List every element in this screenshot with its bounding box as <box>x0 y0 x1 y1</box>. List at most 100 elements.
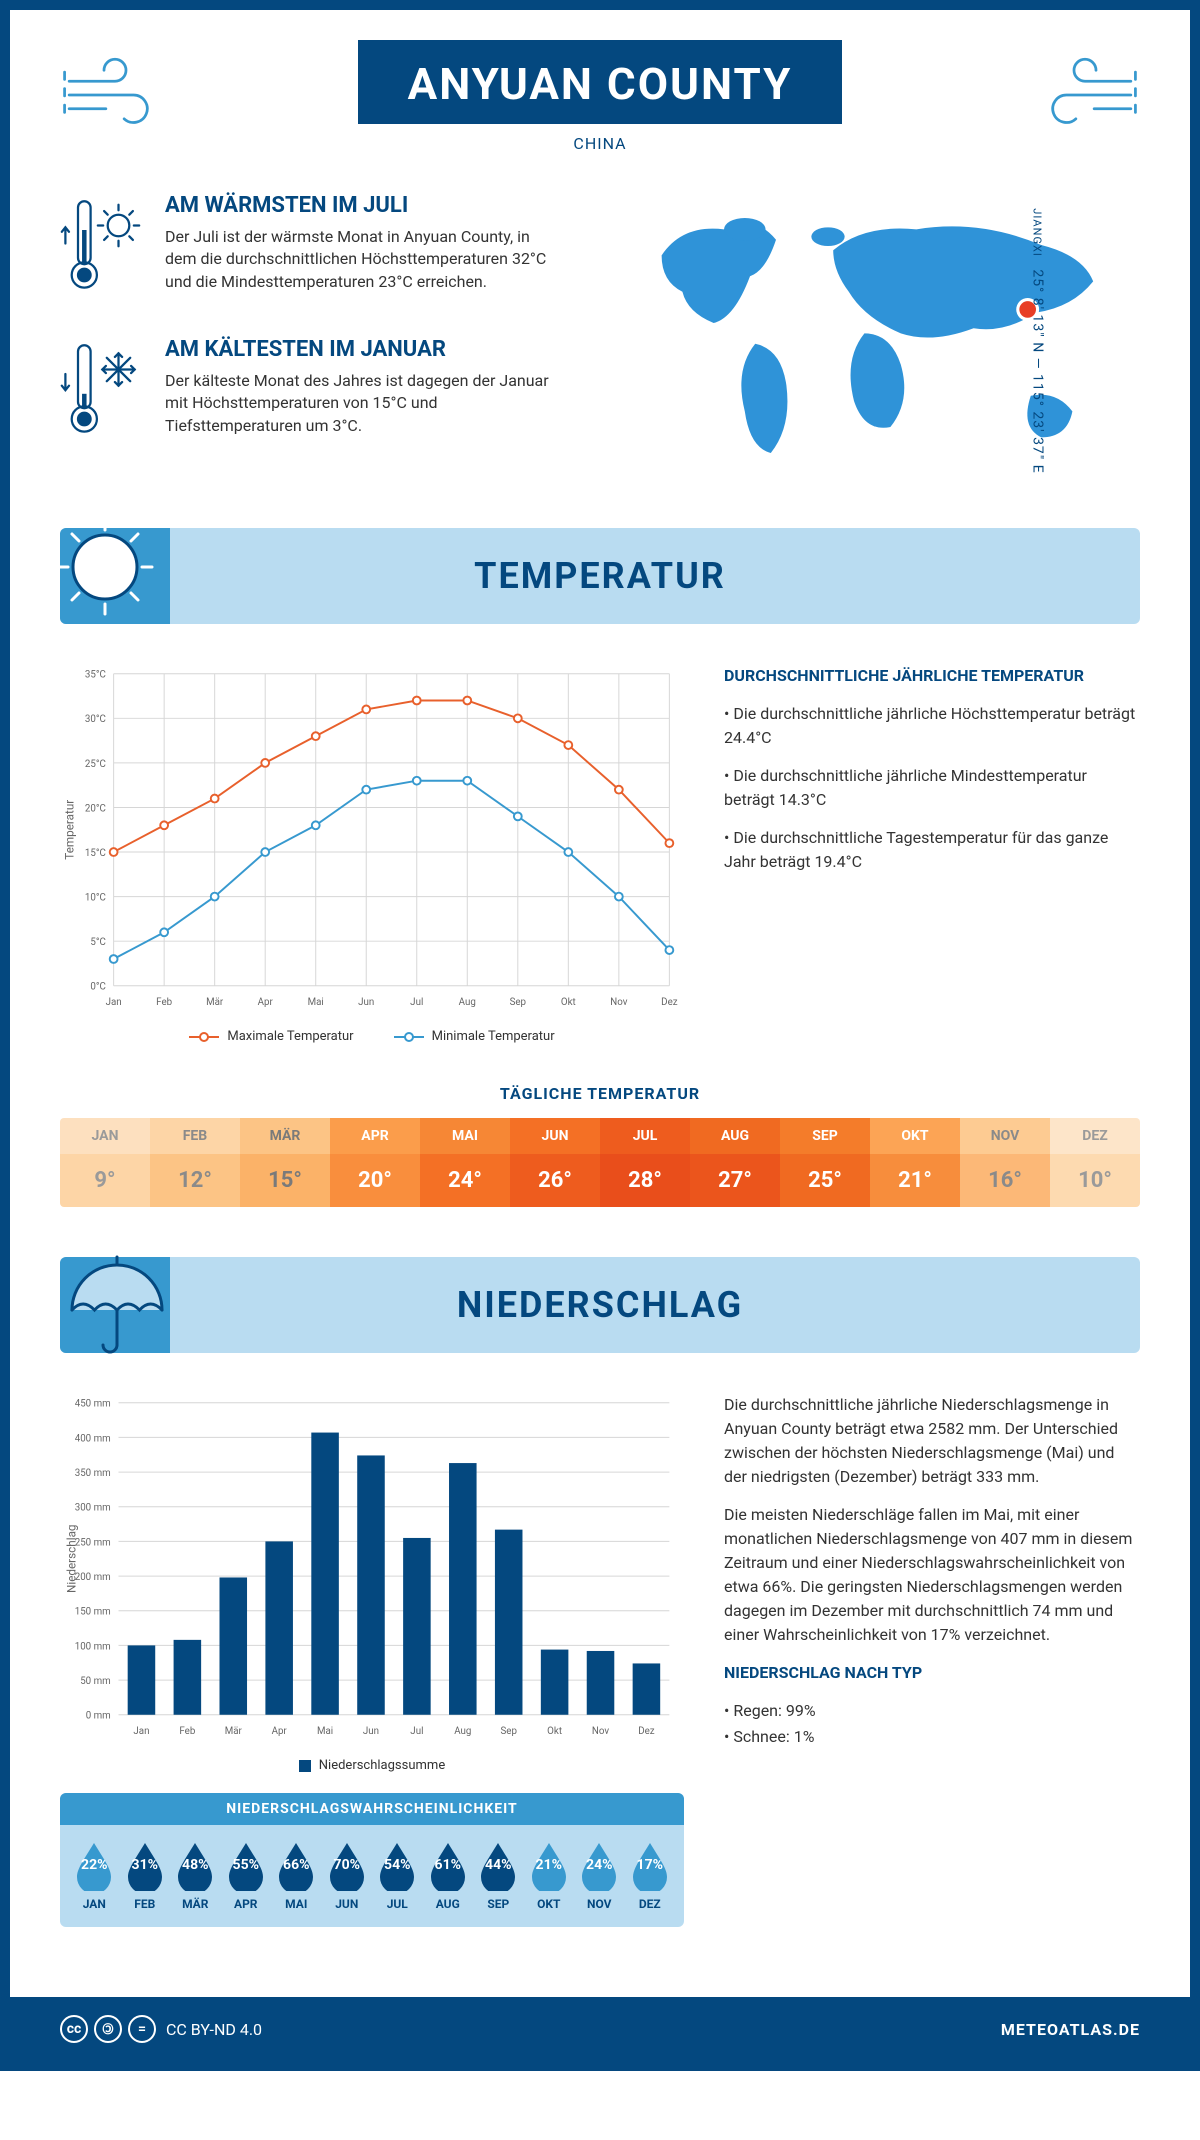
precip-drop: 17% DEZ <box>626 1839 675 1911</box>
daily-temp-title: TÄGLICHE TEMPERATUR <box>60 1084 1140 1103</box>
site-name: METEOATLAS.DE <box>1001 2020 1140 2039</box>
coordinates: JIANGXI 25° 8' 13" N — 115° 23' 37" E <box>1029 208 1045 473</box>
daily-temp-table: JAN 9° FEB 12° MÄR 15° APR 20° MAI 24° J… <box>60 1118 1140 1207</box>
svg-text:Mär: Mär <box>225 1726 243 1737</box>
precip-drop: 24% NOV <box>575 1839 624 1911</box>
svg-text:300 mm: 300 mm <box>75 1503 111 1514</box>
temperature-chart: 0°C5°C10°C15°C20°C25°C30°C35°CJanFebMärA… <box>60 664 684 1044</box>
page-title: ANYUAN COUNTY <box>408 58 793 110</box>
footer: cc 🄯 = CC BY-ND 4.0 METEOATLAS.DE <box>10 1997 1190 2061</box>
svg-text:Okt: Okt <box>561 997 576 1008</box>
svg-text:Jan: Jan <box>106 997 122 1008</box>
coldest-block: AM KÄLTESTEN IM JANUAR Der kälteste Mona… <box>60 337 580 451</box>
precipitation-header: NIEDERSCHLAG <box>60 1257 1140 1353</box>
daily-temp-cell: OKT 21° <box>870 1118 960 1207</box>
daily-temp-cell: JUL 28° <box>600 1118 690 1207</box>
temperature-header: TEMPERATUR <box>60 528 1140 624</box>
thermometer-cold-icon <box>60 337 150 451</box>
wind-icon-left <box>60 50 170 144</box>
svg-text:Temperatur: Temperatur <box>63 800 77 860</box>
precip-drop: 31% FEB <box>121 1839 170 1911</box>
title-box: ANYUAN COUNTY <box>358 40 843 124</box>
svg-text:Jan: Jan <box>133 1726 149 1737</box>
daily-temp-cell: MAI 24° <box>420 1118 510 1207</box>
svg-text:Niederschlag: Niederschlag <box>65 1525 79 1593</box>
precipitation-chart: 0 mm 50 mm 100 mm 150 mm 200 mm 250 mm 300 mm 3… <box>60 1393 684 1927</box>
svg-text:Jun: Jun <box>358 997 374 1008</box>
svg-text:Mär: Mär <box>206 997 224 1008</box>
world-map: JIANGXI 25° 8' 13" N — 115° 23' 37" E <box>620 193 1140 488</box>
temperature-row: 0°C5°C10°C15°C20°C25°C30°C35°CJanFebMärA… <box>60 664 1140 1044</box>
precip-drop: 54% JUL <box>373 1839 422 1911</box>
svg-text:Mai: Mai <box>317 1726 333 1737</box>
cc-icon: cc <box>60 2015 88 2043</box>
svg-text:100 mm: 100 mm <box>75 1642 111 1653</box>
daily-temp-cell: JUN 26° <box>510 1118 600 1207</box>
precip-drop: 21% OKT <box>525 1839 574 1911</box>
svg-text:15°C: 15°C <box>85 848 106 859</box>
svg-text:250 mm: 250 mm <box>75 1538 111 1549</box>
svg-text:Nov: Nov <box>592 1726 609 1737</box>
svg-text:0 mm: 0 mm <box>86 1711 111 1722</box>
svg-text:0°C: 0°C <box>90 982 105 993</box>
temperature-title: TEMPERATUR <box>474 555 726 597</box>
svg-text:Apr: Apr <box>258 997 274 1008</box>
daily-temp-cell: MÄR 15° <box>240 1118 330 1207</box>
warmest-text: Der Juli ist der wärmste Monat in Anyuan… <box>165 226 565 293</box>
svg-text:Apr: Apr <box>272 1726 288 1737</box>
daily-temp-cell: DEZ 10° <box>1050 1118 1140 1207</box>
sun-icon <box>60 528 170 624</box>
svg-text:350 mm: 350 mm <box>75 1468 111 1479</box>
daily-temp-cell: FEB 12° <box>150 1118 240 1207</box>
svg-text:25°C: 25°C <box>85 759 106 770</box>
temperature-annual-text: DURCHSCHNITTLICHE JÄHRLICHE TEMPERATUR •… <box>724 664 1140 1044</box>
by-icon: 🄯 <box>94 2015 122 2043</box>
coldest-title: AM KÄLTESTEN IM JANUAR <box>165 337 565 362</box>
svg-text:10°C: 10°C <box>85 893 106 904</box>
intro-row: AM WÄRMSTEN IM JULI Der Juli ist der wär… <box>60 193 1140 488</box>
precipitation-row: 0 mm 50 mm 100 mm 150 mm 200 mm 250 mm 300 mm 3… <box>60 1393 1140 1927</box>
temperature-legend: .legend-line[style*="e8602c"]::after{bor… <box>60 1029 684 1044</box>
wind-icon-right <box>1030 50 1140 144</box>
svg-text:400 mm: 400 mm <box>75 1434 111 1445</box>
svg-text:Aug: Aug <box>459 997 476 1008</box>
daily-temp-cell: SEP 25° <box>780 1118 870 1207</box>
precipitation-title: NIEDERSCHLAG <box>457 1284 743 1326</box>
header: ANYUAN COUNTY CHINA <box>10 10 1190 173</box>
svg-text:Mai: Mai <box>308 997 324 1008</box>
precip-probability-panel: NIEDERSCHLAGSWAHRSCHEINLICHKEIT 22% JAN … <box>60 1793 684 1927</box>
thermometer-hot-icon <box>60 193 150 307</box>
svg-text:450 mm: 450 mm <box>75 1399 111 1410</box>
content: AM WÄRMSTEN IM JULI Der Juli ist der wär… <box>10 173 1190 1997</box>
precip-drop: 55% APR <box>222 1839 271 1911</box>
daily-temp-cell: JAN 9° <box>60 1118 150 1207</box>
svg-text:Aug: Aug <box>454 1726 471 1737</box>
license-text: CC BY-ND 4.0 <box>166 2020 262 2039</box>
svg-text:Jul: Jul <box>410 1726 423 1737</box>
nd-icon: = <box>128 2015 156 2043</box>
svg-text:20°C: 20°C <box>85 804 106 815</box>
precip-drop: 48% MÄR <box>171 1839 220 1911</box>
warmest-block: AM WÄRMSTEN IM JULI Der Juli ist der wär… <box>60 193 580 307</box>
svg-text:Feb: Feb <box>179 1726 195 1737</box>
svg-text:Jul: Jul <box>410 997 423 1008</box>
svg-text:200 mm: 200 mm <box>75 1572 111 1583</box>
daily-temp-cell: APR 20° <box>330 1118 420 1207</box>
svg-text:Dez: Dez <box>661 997 678 1008</box>
svg-text:150 mm: 150 mm <box>75 1607 111 1618</box>
svg-text:Feb: Feb <box>156 997 172 1008</box>
svg-text:Nov: Nov <box>610 997 627 1008</box>
svg-text:5°C: 5°C <box>90 937 105 948</box>
svg-text:50 mm: 50 mm <box>80 1676 110 1687</box>
precipitation-legend: Niederschlagssumme <box>60 1758 684 1773</box>
coldest-text: Der kälteste Monat des Jahres ist dagege… <box>165 370 565 437</box>
precipitation-text: Die durchschnittliche jährliche Niedersc… <box>724 1393 1140 1927</box>
cc-icons: cc 🄯 = <box>60 2015 156 2043</box>
umbrella-icon <box>60 1257 170 1353</box>
precip-drop: 44% SEP <box>474 1839 523 1911</box>
daily-temp-cell: AUG 27° <box>690 1118 780 1207</box>
subtitle: CHINA <box>170 134 1030 153</box>
warmest-title: AM WÄRMSTEN IM JULI <box>165 193 565 218</box>
precip-drop: 61% AUG <box>424 1839 473 1911</box>
daily-temp-cell: NOV 16° <box>960 1118 1050 1207</box>
